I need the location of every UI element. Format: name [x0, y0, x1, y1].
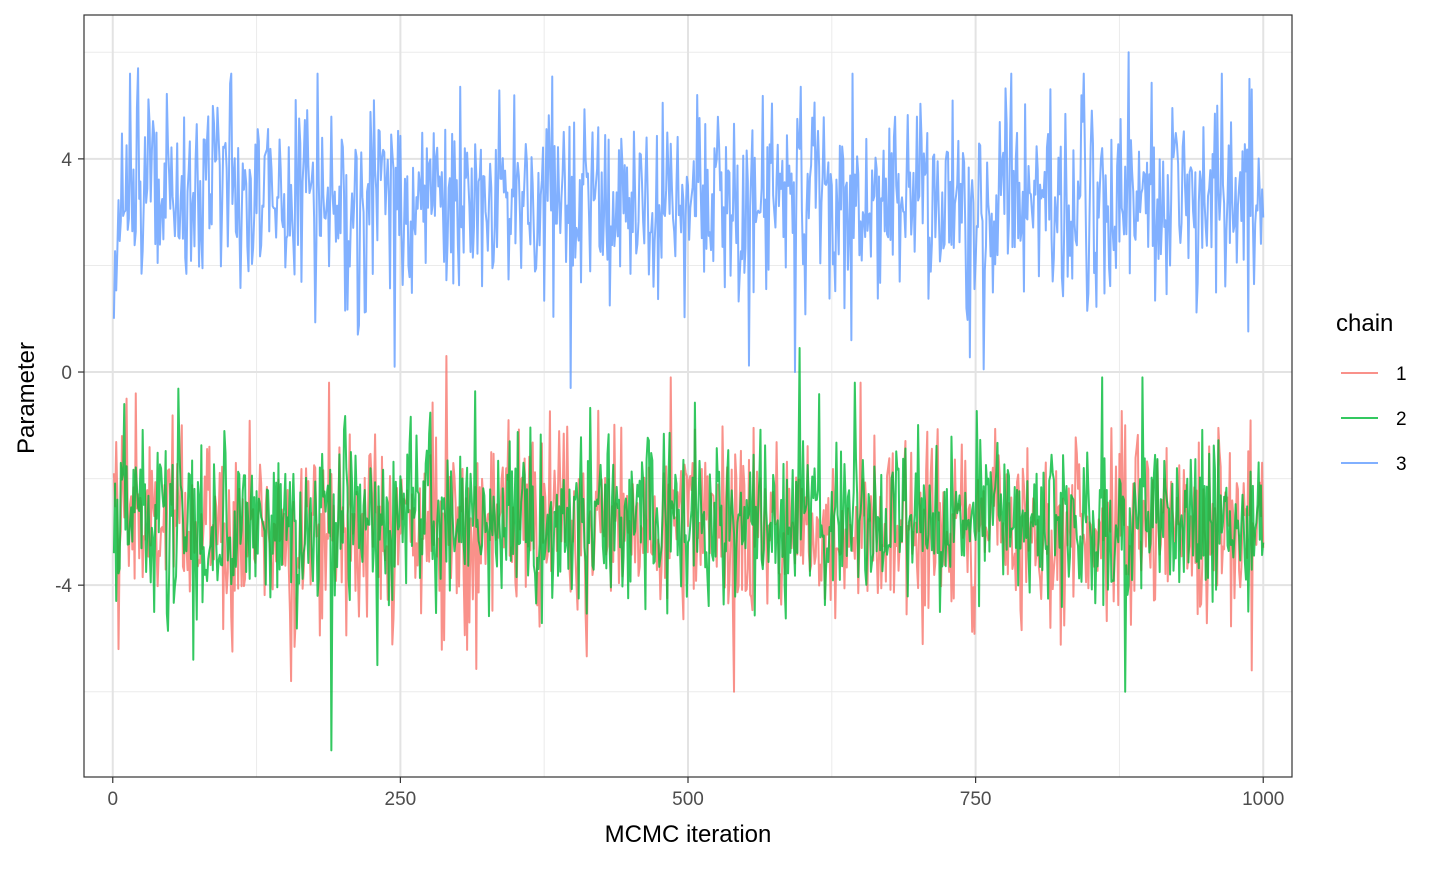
y-axis-title: Parameter [13, 342, 40, 454]
legend: chain 1 2 3 [1336, 310, 1407, 475]
x-tick-label: 750 [960, 789, 992, 810]
x-tick-label: 1000 [1242, 789, 1284, 810]
x-tick-label: 250 [385, 789, 417, 810]
legend-label-3: 3 [1396, 454, 1407, 475]
x-axis-title: MCMC iteration [605, 821, 772, 848]
y-tick-label: 0 [61, 363, 72, 384]
series-2-line [112, 347, 1265, 752]
series-lines [112, 51, 1265, 752]
x-tick-label: 0 [107, 789, 118, 810]
legend-label-1: 1 [1396, 364, 1407, 385]
legend-label-2: 2 [1396, 409, 1407, 430]
series-3-line [112, 51, 1265, 390]
y-tick-label: -4 [55, 576, 72, 597]
grid-lines [84, 15, 1292, 777]
x-tick-label: 500 [672, 789, 704, 810]
y-tick-label: 4 [61, 150, 72, 171]
axes: 0 250 500 750 1000 -4 0 4 [55, 150, 1284, 810]
legend-title: chain [1336, 310, 1393, 337]
